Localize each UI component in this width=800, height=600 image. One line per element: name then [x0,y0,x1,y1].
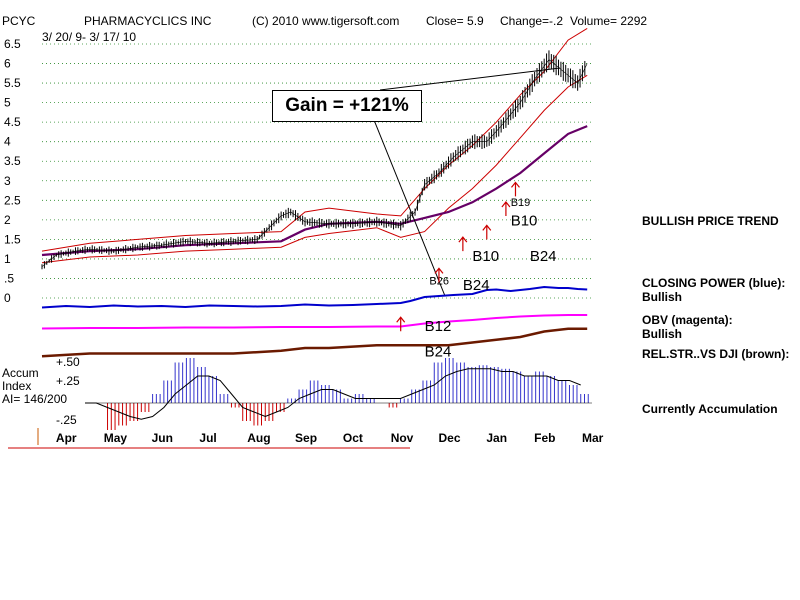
volume-value: Volume= 2292 [570,14,648,28]
y-tick-label: 6.5 [4,37,21,51]
date-range: 3/ 20/ 9- 3/ 17/ 10 [42,30,137,44]
buy-signal-label: B24 [463,277,490,294]
copyright-text: (C) 2010 www.tigersoft.com [252,14,400,28]
upper-band-line [41,27,588,252]
accum-ai-value: AI= 146/200 [2,392,68,406]
rel-strength-label: REL.STR..VS DJI (brown): [642,347,790,361]
accum-title-1: Accum [2,366,39,380]
x-tick-label: May [104,431,128,445]
x-tick-label: Feb [534,431,555,445]
gain-annotation: Gain = +121% [272,90,422,122]
trend-label: BULLISH PRICE TREND [642,214,779,228]
x-tick-label: Jul [199,431,216,445]
buy-signal-label: B10 [472,248,499,265]
rel-strength-line [41,327,588,358]
close-value: Close= 5.9 [426,14,484,28]
y-tick-label: 0 [4,291,11,305]
y-tick-label: 4 [4,135,11,149]
y-tick-label: 3 [4,174,11,188]
buy-signal-label: B19 [511,197,531,209]
x-tick-label: Oct [343,431,363,445]
y-tick-label: 1 [4,252,11,266]
buy-signal-label: B24 [425,344,452,361]
x-tick-label: Jan [486,431,507,445]
x-tick-label: Nov [391,431,414,445]
y-tick-label: 4.5 [4,115,21,129]
closing-power-line [41,285,588,309]
gain-pointer-line [371,114,446,297]
buy-signal-arrow [458,236,468,252]
buy-signal-arrow [396,316,406,332]
closing-power-label: CLOSING POWER (blue): [642,276,786,290]
accum-status: Currently Accumulation [642,402,778,416]
close-price-line [41,59,588,267]
obv-label: OBV (magenta): [642,313,733,327]
buy-signal-arrow [482,224,492,240]
buy-signal-label: B10 [511,213,538,230]
company-name: PHARMACYCLICS INC [84,14,212,28]
x-tick-label: Dec [439,431,461,445]
y-tick-label: 5.5 [4,76,21,90]
closing-power-status: Bullish [642,290,683,304]
obv-status: Bullish [642,327,683,341]
y-tick-label: 1.5 [4,232,21,246]
accum-tick-m25: -.25 [56,413,77,427]
change-value: Change=-.2 [500,14,564,28]
buy-signal-arrow [511,181,520,197]
y-tick-label: 2.5 [4,193,21,207]
buy-signal-label: B24 [530,248,557,265]
y-tick-label: 5 [4,96,11,110]
ticker-label: PCYC [2,14,36,28]
x-tick-label: Apr [56,431,77,445]
buy-signal-arrow [501,200,511,216]
obv-line [41,314,588,330]
accum-tick-p50: +.50 [56,355,80,369]
y-tick-label: 2 [4,213,11,227]
x-tick-label: Aug [247,431,270,445]
buy-signal-arrow [434,267,444,283]
x-tick-label: Sep [295,431,317,445]
x-tick-label: Jun [152,431,173,445]
y-tick-label: 6 [4,57,11,71]
buy-signal-label: B12 [425,318,452,335]
y-tick-label: .5 [4,271,14,285]
x-tick-label: Mar [582,431,604,445]
accum-title-2: Index [2,379,32,393]
y-tick-label: 3.5 [4,154,21,168]
lower-band-line [41,74,588,264]
gain-pointer-line [379,67,561,91]
accum-tick-p25: +.25 [56,374,80,388]
